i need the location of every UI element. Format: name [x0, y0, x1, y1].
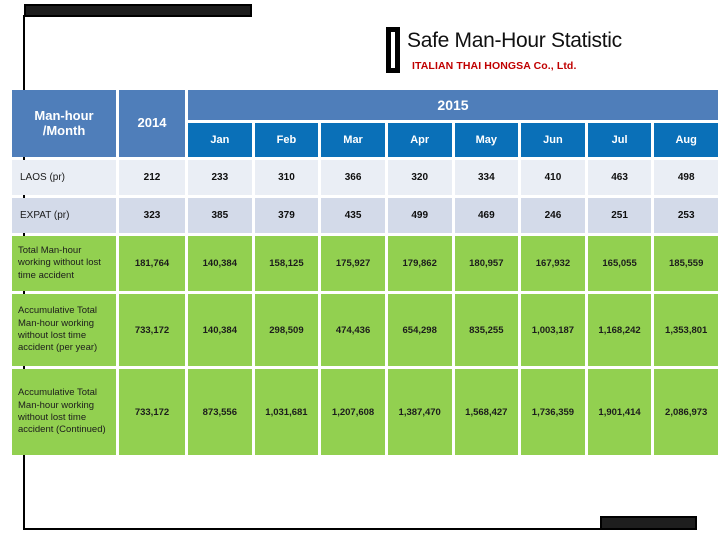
title-bracket-icon [386, 27, 400, 73]
table-cell: 334 [454, 160, 519, 195]
month-header-jun: Jun [521, 123, 585, 157]
month-header-jan: Jan [188, 123, 252, 157]
table-cell: 246 [521, 198, 585, 233]
table-cell: 1,568,427 [454, 369, 519, 455]
month-header-jul: Jul [587, 123, 652, 157]
row-label-accumulative-per-year: Accumulative Total Man-hour working with… [12, 294, 116, 366]
table-cell: 298,509 [254, 294, 319, 366]
corner-header: Man-hour /Month [12, 90, 116, 157]
table-cell: 185,559 [654, 236, 718, 291]
table-cell: 233 [188, 160, 252, 195]
month-header-aug: Aug [654, 123, 718, 157]
table-cell: 167,932 [521, 236, 585, 291]
year-2014-header: 2014 [119, 90, 185, 157]
table-cell: 158,125 [254, 236, 319, 291]
month-header-may: May [454, 123, 519, 157]
row-label-total: Total Man-hour working without lost time… [12, 236, 116, 291]
table-cell: 1,168,242 [587, 294, 652, 366]
bottom-right-decorative-bar [600, 516, 697, 530]
table-cell: 498 [654, 160, 718, 195]
table-cell: 733,172 [119, 369, 185, 455]
table-cell: 379 [254, 198, 319, 233]
table-cell: 1,003,187 [521, 294, 585, 366]
table-cell: 1,901,414 [587, 369, 652, 455]
table-cell: 179,862 [387, 236, 452, 291]
table-cell: 385 [188, 198, 252, 233]
row-label-expat: EXPAT (pr) [12, 198, 116, 233]
table-cell: 175,927 [321, 236, 385, 291]
month-header-mar: Mar [321, 123, 385, 157]
table-cell: 469 [454, 198, 519, 233]
table-cell: 323 [119, 198, 185, 233]
table-cell: 251 [587, 198, 652, 233]
slide-title: Safe Man-Hour Statistic [407, 29, 622, 52]
table-cell: 140,384 [188, 236, 252, 291]
table-cell: 212 [119, 160, 185, 195]
bottom-border-line [23, 528, 697, 530]
table-cell: 873,556 [188, 369, 252, 455]
table-cell: 1,031,681 [254, 369, 319, 455]
table-cell: 435 [321, 198, 385, 233]
table-cell: 310 [254, 160, 319, 195]
table-cell: 366 [321, 160, 385, 195]
table-cell: 1,387,470 [387, 369, 452, 455]
row-label-laos: LAOS (pr) [12, 160, 116, 195]
table-cell: 410 [521, 160, 585, 195]
table-cell: 1,207,608 [321, 369, 385, 455]
table-cell: 1,736,359 [521, 369, 585, 455]
table-cell: 140,384 [188, 294, 252, 366]
top-left-decorative-bar [24, 4, 252, 17]
table-cell: 733,172 [119, 294, 185, 366]
table-cell: 474,436 [321, 294, 385, 366]
man-hour-table: Man-hour /Month 2014 2015 Jan Feb Mar Ap… [12, 90, 718, 455]
table-cell: 463 [587, 160, 652, 195]
table-cell: 165,055 [587, 236, 652, 291]
table-cell: 181,764 [119, 236, 185, 291]
table-cell: 654,298 [387, 294, 452, 366]
month-header-feb: Feb [254, 123, 319, 157]
table-cell: 320 [387, 160, 452, 195]
table-cell: 835,255 [454, 294, 519, 366]
table-cell: 2,086,973 [654, 369, 718, 455]
year-2015-header: 2015 [188, 90, 718, 120]
month-header-apr: Apr [387, 123, 452, 157]
table-cell: 1,353,801 [654, 294, 718, 366]
table-cell: 180,957 [454, 236, 519, 291]
row-label-accumulative-continued: Accumulative Total Man-hour working with… [12, 369, 116, 455]
company-name: ITALIAN THAI HONGSA Co., Ltd. [412, 60, 577, 72]
table-cell: 253 [654, 198, 718, 233]
table-cell: 499 [387, 198, 452, 233]
